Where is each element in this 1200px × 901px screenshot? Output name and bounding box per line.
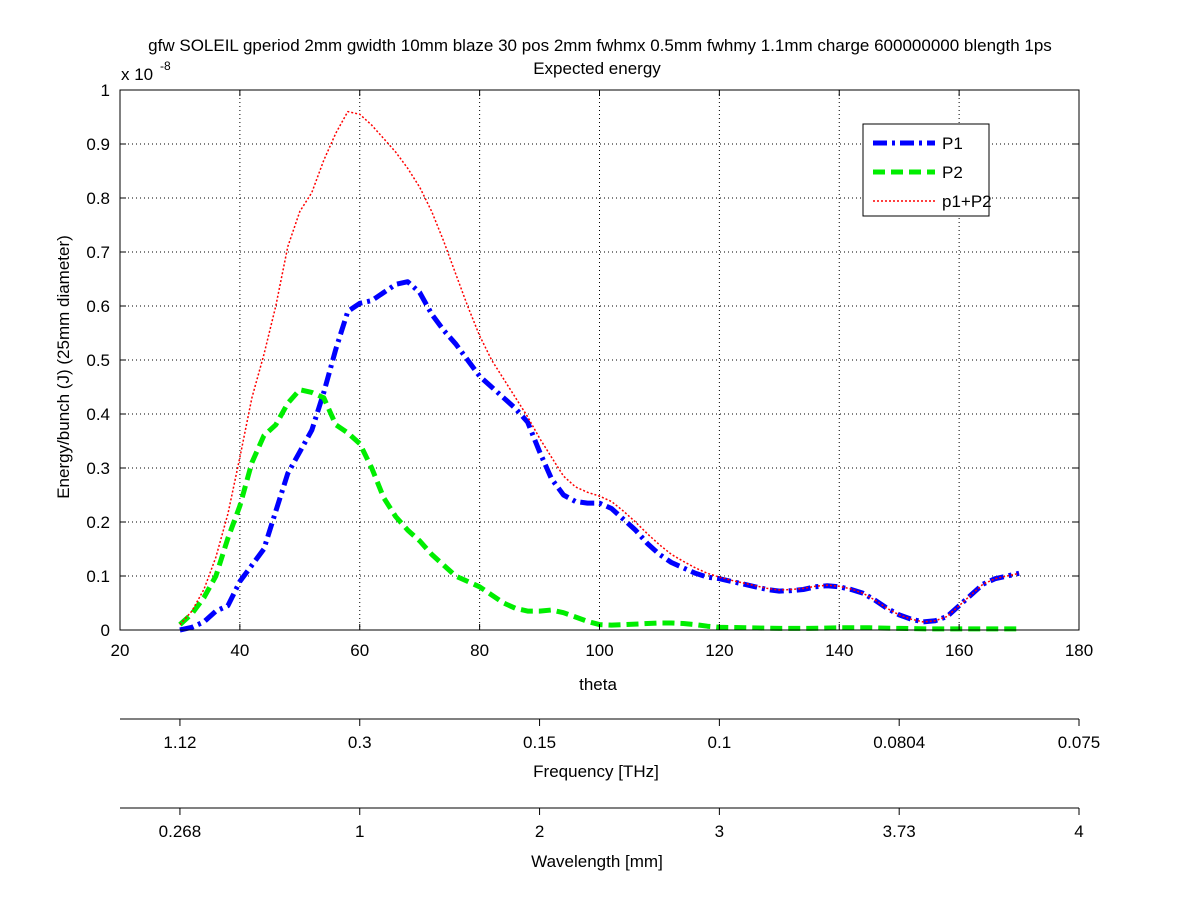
x-axis-label: theta [579,675,617,694]
series-line-p2 [178,387,1020,632]
secondary-tick-label: 0.15 [523,733,556,752]
x-tick-label: 20 [111,641,130,660]
y-tick-label: 0.8 [86,189,110,208]
x-tick-label: 40 [230,641,249,660]
legend-label: P2 [942,163,963,182]
secondary-tick-label: 0.0804 [873,733,925,752]
wavelength-axis: 0.268 1 2 3 3.73 4 [120,807,1084,841]
y-tick-label: 0.1 [86,567,110,586]
x-tick-label: 180 [1065,641,1093,660]
legend-label: P1 [942,134,963,153]
chart-subtitle: Expected energy [533,59,661,78]
series-line-p1 [179,279,1020,633]
y-tick-label: 0.4 [86,405,110,424]
wavelength-axis-label: Wavelength [mm] [531,852,663,871]
x-tick-label: 100 [585,641,613,660]
frequency-axis: 1.12 0.3 0.15 0.1 0.0804 0.075 [120,718,1101,752]
x-tick-label: 60 [350,641,369,660]
secondary-tick-label: 0.075 [1058,733,1101,752]
legend: P1 P2 p1+P2 [862,123,992,217]
y-axis-ticks: 0 0.1 0.2 0.3 0.4 0.5 0.6 0.7 0.8 0.9 1 [86,81,1079,640]
secondary-tick-label: 0.3 [348,733,372,752]
y-tick-label: 0.6 [86,297,110,316]
x-axis-ticks: 20 40 60 80 100 120 140 160 180 [111,90,1093,660]
y-tick-label: 0.7 [86,243,110,262]
x-tick-label: 140 [825,641,853,660]
y-tick-label: 0.2 [86,513,110,532]
y-tick-label: 0 [101,621,110,640]
series-line-p1-p2 [179,110,1020,626]
secondary-tick-label: 4 [1074,822,1083,841]
secondary-tick-label: 2 [535,822,544,841]
y-tick-label: 0.5 [86,351,110,370]
y-tick-label: 0.9 [86,135,110,154]
x-tick-label: 120 [705,641,733,660]
secondary-tick-label: 1 [355,822,364,841]
y-multiplier-exponent: -8 [160,59,171,73]
x-tick-label: 160 [945,641,973,660]
secondary-tick-label: 0.268 [159,822,202,841]
y-multiplier-base: x 10 [121,65,153,84]
secondary-tick-label: 3 [715,822,724,841]
series-layer [178,110,1020,633]
secondary-tick-label: 3.73 [883,822,916,841]
chart-title: gfw SOLEIL gperiod 2mm gwidth 10mm blaze… [148,36,1052,55]
legend-label: p1+P2 [942,192,992,211]
y-multiplier: x 10 -8 [121,59,171,84]
secondary-tick-label: 1.12 [163,733,196,752]
y-axis-label: Energy/bunch (J) (25mm diameter) [54,235,73,499]
secondary-tick-label: 0.1 [708,733,732,752]
y-tick-label: 1 [101,81,110,100]
y-tick-label: 0.3 [86,459,110,478]
frequency-axis-label: Frequency [THz] [533,762,659,781]
x-tick-label: 80 [470,641,489,660]
